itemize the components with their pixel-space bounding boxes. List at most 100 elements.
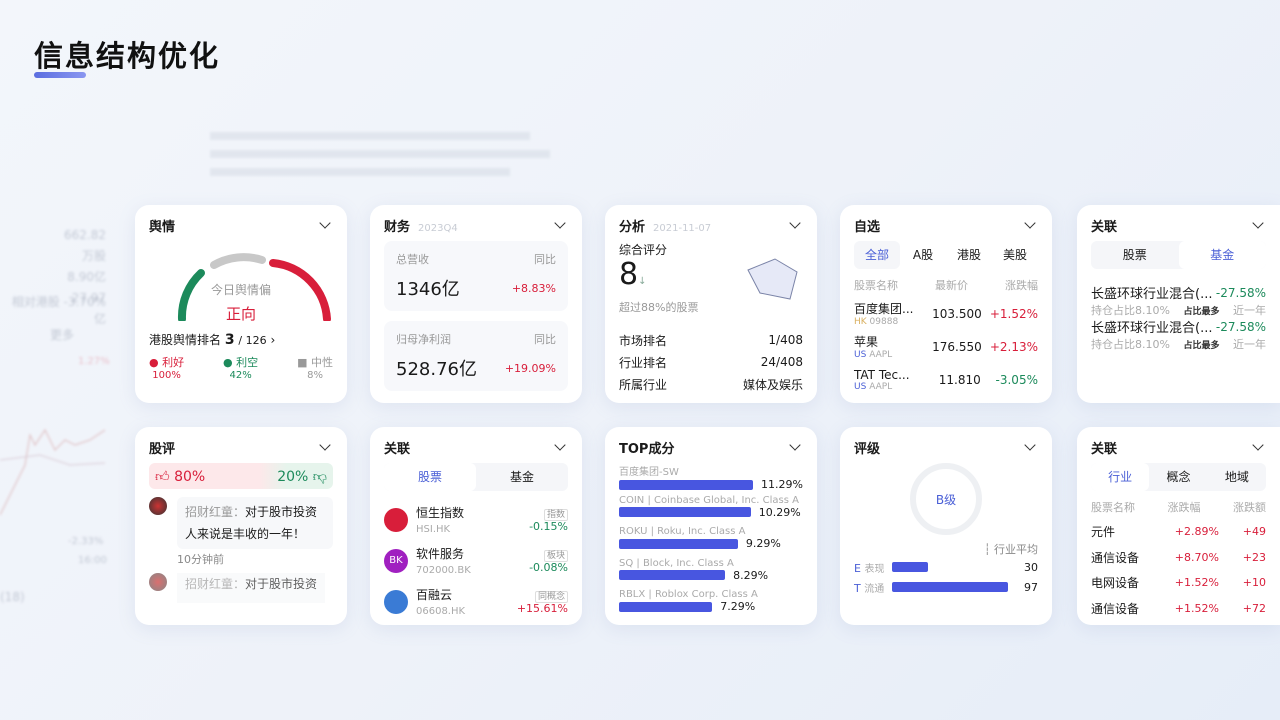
- stock-code: AAPL: [869, 381, 893, 392]
- holding-pct: 8.29%: [733, 568, 769, 582]
- chevron-down-icon[interactable]: [1252, 439, 1264, 451]
- change: +15.61%: [516, 602, 568, 615]
- rating-label: 流通: [864, 583, 885, 595]
- chevron-down-icon[interactable]: [789, 217, 801, 229]
- finance-item[interactable]: 总营收 同比 1346亿 +8.83%: [384, 241, 568, 311]
- watchlist-row[interactable]: TAT Tec... US AAPL 11.810 -3.05%: [854, 363, 1038, 396]
- holding-item[interactable]: ROKU | Roku, Inc. Class A 9.29%: [619, 526, 803, 558]
- chevron-down-icon[interactable]: [1024, 439, 1036, 451]
- rating-row: E 表现 30: [854, 557, 1038, 577]
- stock-name: 恒生指数: [416, 506, 465, 520]
- holding-item[interactable]: SQ | Block, Inc. Class A 8.29%: [619, 558, 803, 590]
- title-underline: [34, 72, 86, 78]
- holding-item[interactable]: RBLX | Roblox Corp. Class A 7.29%: [619, 589, 803, 621]
- related-stock-row[interactable]: 百融云 06608.HK 同概念 +15.61%: [384, 581, 568, 622]
- fund-row[interactable]: 长盛环球行业混合(... -27.58% 持仓占比8.10% 占比最多 近一年: [1091, 317, 1266, 352]
- related-stock-row[interactable]: 恒生指数 HSI.HK 指数 -0.15%: [384, 499, 568, 540]
- fund-row[interactable]: 长盛环球行业混合(... -27.58% 持仓占比8.10% 占比最多 近一年: [1091, 283, 1266, 318]
- period: 2023Q4: [418, 222, 458, 234]
- stat: 8.90亿: [67, 270, 106, 284]
- holding-name: 百度集团-SW: [619, 467, 679, 478]
- card-title: 舆情: [149, 219, 176, 235]
- pct-bottom: -2.33%: [68, 536, 104, 547]
- stock-code: AAPL: [869, 350, 893, 360]
- tab-0[interactable]: 全部: [854, 241, 900, 269]
- fund-name: 长盛环球行业混合(...: [1091, 321, 1213, 336]
- tab-1[interactable]: 基金: [1178, 241, 1266, 269]
- tab-1[interactable]: A股: [912, 248, 934, 262]
- bear[interactable]: 20% 👎︎: [277, 468, 327, 485]
- more-link[interactable]: 更多: [50, 328, 75, 342]
- bull-bear-bar: 👍︎ 80% 20% 👎︎: [149, 463, 333, 489]
- thumbs-down-icon: 👎︎: [312, 468, 327, 485]
- stock-code: 09888: [869, 317, 899, 327]
- change: +1.52%: [989, 306, 1038, 321]
- sector-row[interactable]: 通信设备 +8.70% +23: [1091, 545, 1266, 571]
- chevron-down-icon[interactable]: [554, 217, 566, 229]
- watchlist-card: 自选 全部 A股 港股 美股 股票名称 最新价 涨跌幅 百度集团... HK 09888 1…: [840, 205, 1052, 403]
- tab-1[interactable]: 基金: [509, 470, 534, 484]
- change: -0.15%: [529, 520, 568, 533]
- fund-change: -27.58%: [1215, 319, 1266, 334]
- stock-logo-icon: [384, 507, 408, 532]
- rank-total: / 126: [238, 334, 267, 347]
- comment-user: 招财红童：: [185, 577, 246, 591]
- tab-3[interactable]: 美股: [1002, 248, 1027, 262]
- column-header: 股票名称: [1091, 501, 1135, 514]
- chevron-down-icon[interactable]: [319, 439, 331, 451]
- sector-row[interactable]: 元件 +2.89% +49: [1091, 519, 1266, 545]
- fund-change: -27.58%: [1215, 285, 1266, 300]
- sentiment-legend: ● 利好 100% ● 利空 42% ■ 中性 8%: [149, 354, 333, 381]
- bull[interactable]: 👍︎ 80%: [155, 468, 205, 485]
- chevron-down-icon[interactable]: [319, 217, 331, 229]
- sector-row[interactable]: 通信设备 +1.52% +72: [1091, 596, 1266, 622]
- watchlist-row[interactable]: 苹果 US AAPL 176.550 +2.13%: [854, 330, 1038, 363]
- holding-item[interactable]: 百度集团-SW 11.29%: [619, 463, 803, 495]
- yoy-value: +19.09%: [504, 361, 556, 375]
- comment-item[interactable]: 招财红童：对于股市投资: [149, 573, 333, 603]
- tab-2[interactable]: 地域: [1224, 470, 1249, 484]
- comment-item[interactable]: 招财红童：对于股市投资人来说是丰收的一年！: [149, 497, 333, 549]
- row-value: 1/408: [768, 333, 803, 347]
- tab-2[interactable]: 港股: [956, 248, 981, 262]
- card-title: 自选: [854, 219, 881, 235]
- chevron-down-icon[interactable]: [1252, 217, 1264, 229]
- tab-0[interactable]: 股票: [1122, 248, 1147, 262]
- tab-0[interactable]: 行业: [1091, 463, 1150, 491]
- sector-row[interactable]: 电网设备 +1.52% +10: [1091, 570, 1266, 596]
- comment-text: 对于股市投资: [245, 577, 318, 591]
- market: US: [854, 350, 867, 360]
- card-title: 关联: [384, 441, 411, 457]
- score-value: 8: [619, 257, 639, 292]
- avg-label: 行业平均: [994, 543, 1038, 556]
- finance-item[interactable]: 归母净利润 同比 528.76亿 +19.09%: [384, 321, 568, 391]
- chevron-down-icon[interactable]: [1024, 217, 1036, 229]
- price: 176.550: [932, 339, 982, 354]
- count-label: (18): [0, 590, 25, 604]
- stock-name: 苹果: [854, 335, 879, 349]
- watchlist-row[interactable]: 百度集团... HK 09888 103.500 +1.52%: [854, 297, 1038, 330]
- arrow-down-icon: ↓: [638, 276, 647, 287]
- tab-1[interactable]: 概念: [1166, 470, 1191, 484]
- metric-label: 总营收: [396, 253, 429, 266]
- tab-0[interactable]: 股票: [384, 463, 476, 491]
- fund-name: 长盛环球行业混合(...: [1091, 287, 1213, 302]
- grade: B级: [935, 492, 957, 507]
- time-label: 16:00: [78, 555, 107, 566]
- related-stock-row[interactable]: BK 软件服务 702000.BK 板块 -0.08%: [384, 540, 568, 581]
- rank-link[interactable]: 港股舆情排名 3 / 126 ›: [149, 331, 333, 348]
- holding-pct: 7.29%: [720, 600, 756, 613]
- chevron-down-icon[interactable]: [789, 439, 801, 451]
- stock-code: 702000.BK: [416, 565, 471, 576]
- sentiment-card: 舆情 今日舆情偏 正向 港股舆情排名 3 / 126 › ● 利好 100% ● …: [135, 205, 347, 403]
- stock-code: HSI.HK: [416, 524, 451, 535]
- legend-pct: 100%: [152, 370, 181, 381]
- card-title: 关联: [1091, 219, 1118, 235]
- holding-item[interactable]: COIN | Coinbase Global, Inc. Class A 10.…: [619, 495, 803, 527]
- score-label: 综合评分: [619, 243, 668, 257]
- rank-value: 3: [224, 332, 235, 348]
- holding-name: SQ | Block, Inc. Class A: [619, 557, 734, 569]
- sector-pct: +2.89%: [1174, 525, 1219, 539]
- sector-name: 通信设备: [1091, 550, 1140, 565]
- chevron-down-icon[interactable]: [554, 439, 566, 451]
